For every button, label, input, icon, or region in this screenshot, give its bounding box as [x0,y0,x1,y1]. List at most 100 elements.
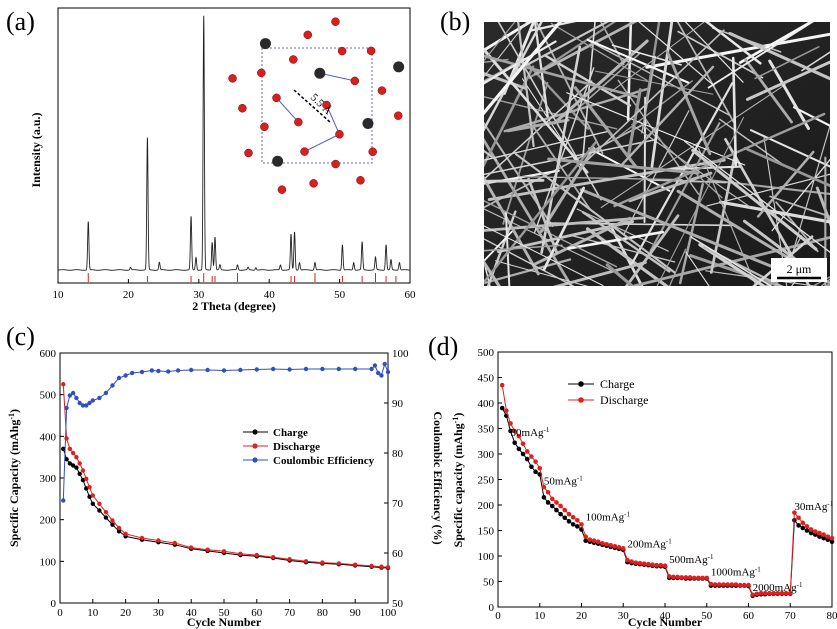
cycling-point [369,366,374,372]
nanorod [533,22,549,118]
rate-point [524,456,530,462]
rate-point [821,535,826,541]
cycling-point [74,465,79,470]
cycling-point [110,383,115,388]
nanorod [756,150,815,218]
nanorod [677,30,764,79]
nanorod [801,51,830,72]
cycling-point [385,564,391,570]
inset-metal-atom [362,118,374,130]
nanorod [484,40,557,85]
nanorod [547,157,700,175]
cycling-point [61,382,66,387]
nanorod [768,59,810,131]
cycling-point [189,367,194,373]
rate-y-tick-label: 350 [478,424,495,436]
nanorod [484,96,618,130]
rate-point [520,451,526,457]
nanorod [649,122,721,253]
rate-point [533,459,538,464]
cycling-point [110,522,115,527]
nanorod [502,22,536,95]
cycling-point [156,368,161,374]
nanorod [782,13,837,18]
nanorod [650,22,674,168]
cycling-point [129,370,135,376]
cycling-x-tick-label: 50 [219,607,231,619]
nanorod [587,39,732,117]
nanorod [582,22,596,158]
cycling-point [238,551,243,557]
nanorod [608,222,644,286]
rate-point [587,537,593,542]
nanorod [484,72,528,90]
cycling-point [205,367,210,373]
cycling-point [254,552,259,558]
nanorod [576,208,669,252]
rate-point [704,575,710,581]
nanorod [484,80,593,181]
xrd-x-axis-title: 2 Theta (degree) [192,299,276,313]
nanorod [484,169,560,185]
rate-x-tick-label: 20 [576,610,588,622]
cycling-point [382,361,387,367]
cycling-x-axis-title: Cycle Number [187,615,262,629]
nanorod [543,54,632,107]
nanorod [504,211,511,286]
cycling-x-tick-label: 60 [251,607,263,619]
cycling-point [84,476,89,482]
nanorod [484,141,597,284]
cycling-point [70,450,76,456]
nanorod [706,173,830,207]
rate-point [524,449,530,454]
inset-metal-atom [314,67,326,79]
inset-oxygen-atom [289,55,298,64]
rate-point [725,582,730,587]
cycling-point [353,562,358,567]
rate-point [708,581,714,587]
nanorod [738,22,814,64]
nanorod [528,22,617,80]
rate-point [558,511,563,517]
rate-point [817,534,822,539]
rate-point [804,524,810,529]
rate-legend: Charge Discharge [568,377,648,407]
cycling-x-tick-label: 0 [57,607,63,619]
xrd-x-tick-label: 40 [264,289,276,301]
cycling-legend: Charge Discharge Coulombic Efficiency [243,427,375,467]
rate-point [545,500,551,505]
rate-point [683,575,689,580]
rate-point [721,582,726,587]
legend-marker [252,443,258,449]
rate-point [671,574,676,580]
inset-oxygen-atom [377,86,387,95]
rate-point [516,446,522,452]
inset-oxygen-atom [350,76,360,86]
rate-point [579,522,584,527]
xrd-chart: 10 20 30 40 50 60 2 Theta (degree) Intensity … [29,7,416,313]
rate-point [508,421,513,426]
nanorod [618,80,693,137]
rate-point [583,538,588,543]
inset-metal-atom [393,61,405,73]
inset-bond [304,133,340,153]
rate-x-tick-label: 60 [743,610,755,622]
legend-label: Discharge [273,441,320,453]
cycling-y2-tick-label: 70 [392,498,404,510]
rate-point [829,539,835,545]
cycling-x-tick-label: 70 [284,607,296,619]
cycling-point [287,557,292,562]
cycling-y-tick-label: 0 [51,598,57,610]
rate-point [575,524,580,529]
rate-point [800,525,806,531]
nanorod [763,136,788,286]
rate-y-tick-label: 50 [483,577,495,589]
rate-point [508,428,513,434]
legend-label: Coulombic Efficiency [273,455,375,467]
rate-point [625,557,630,563]
inset-bond [326,104,340,135]
cycling-point [385,369,391,375]
cycling-point [336,561,341,566]
inset-oxygen-atom [356,176,365,185]
nanorod [626,88,642,158]
